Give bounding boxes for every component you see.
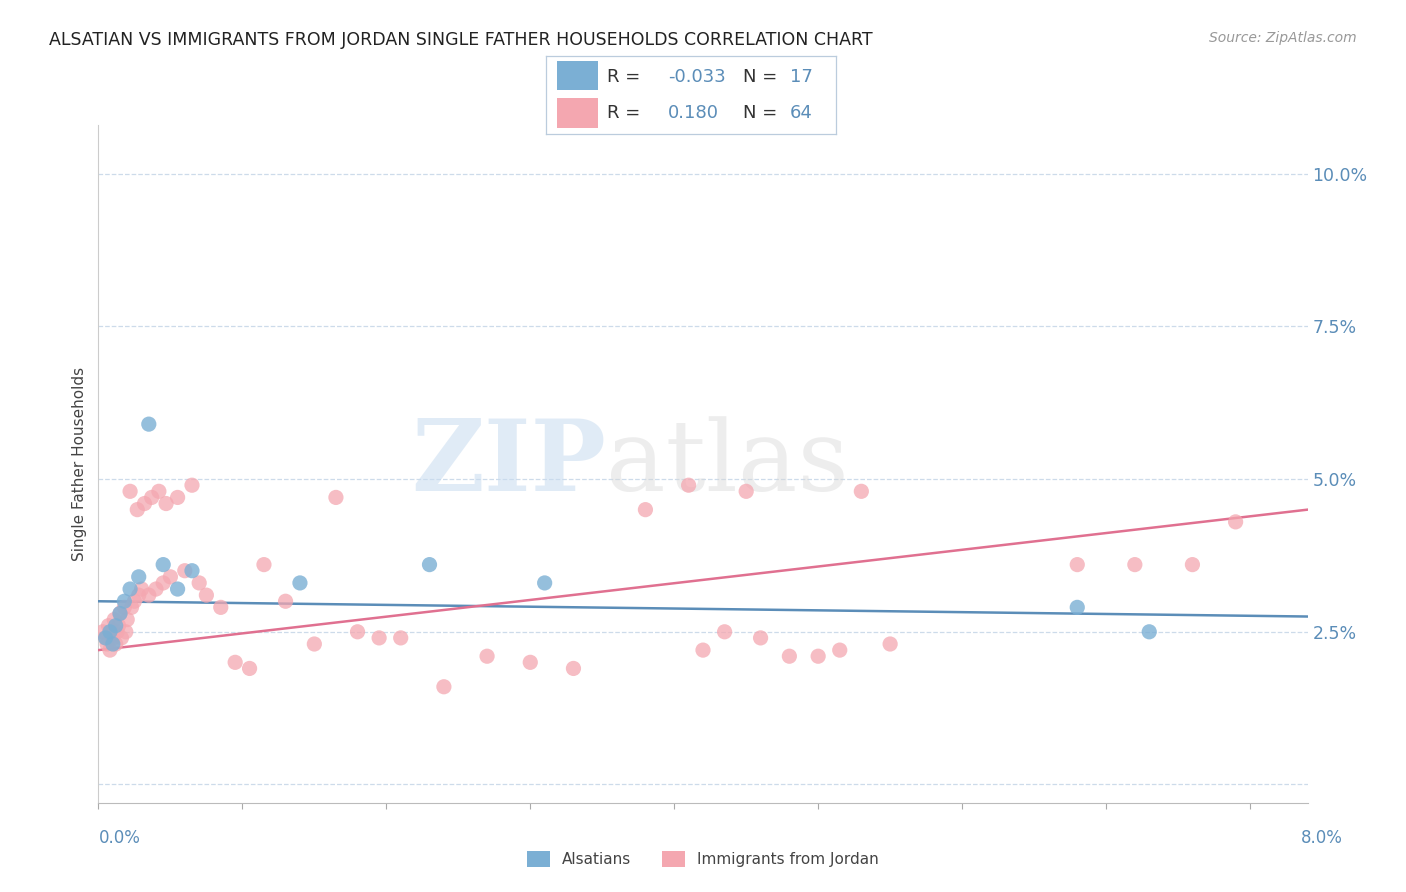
Point: [239, 661, 262, 675]
Point: [433, 680, 456, 694]
Point: [828, 643, 851, 657]
Point: [678, 478, 700, 492]
Point: [103, 613, 125, 627]
Point: [121, 600, 143, 615]
Point: [131, 582, 153, 596]
Point: [115, 613, 138, 627]
Point: [97, 618, 120, 632]
Legend: Alsatians, Immigrants from Jordan: Alsatians, Immigrants from Jordan: [522, 845, 884, 873]
Point: [141, 491, 163, 505]
Point: [128, 570, 150, 584]
Point: [1137, 624, 1160, 639]
Point: [713, 624, 735, 639]
Point: [1066, 600, 1088, 615]
Point: [879, 637, 901, 651]
Point: [128, 588, 150, 602]
Point: [253, 558, 276, 572]
Point: [105, 624, 128, 639]
Point: [91, 624, 114, 639]
Point: [304, 637, 326, 651]
Point: [101, 637, 124, 651]
Bar: [557, 61, 598, 90]
Point: [114, 624, 136, 639]
Point: [288, 576, 311, 591]
Point: [94, 631, 117, 645]
Point: [104, 618, 127, 632]
Point: [124, 594, 146, 608]
Point: [519, 656, 541, 670]
Point: [112, 600, 135, 615]
Point: [692, 643, 714, 657]
Point: [533, 576, 555, 591]
Point: [195, 588, 218, 602]
Point: [107, 618, 129, 632]
Point: [120, 582, 142, 596]
Text: 8.0%: 8.0%: [1301, 829, 1343, 847]
Point: [138, 588, 160, 602]
Point: [100, 624, 122, 639]
Point: [1066, 558, 1088, 572]
Point: [98, 624, 121, 639]
Point: [134, 497, 156, 511]
Point: [138, 417, 160, 431]
Text: 17: 17: [790, 68, 813, 86]
Point: [145, 582, 167, 596]
Text: atlas: atlas: [606, 416, 849, 512]
Point: [148, 484, 170, 499]
Point: [389, 631, 412, 645]
Text: ZIP: ZIP: [412, 416, 606, 512]
Point: [1181, 558, 1204, 572]
Point: [98, 643, 121, 657]
Point: [101, 631, 124, 645]
Text: -0.033: -0.033: [668, 68, 725, 86]
Point: [851, 484, 873, 499]
Text: ALSATIAN VS IMMIGRANTS FROM JORDAN SINGLE FATHER HOUSEHOLDS CORRELATION CHART: ALSATIAN VS IMMIGRANTS FROM JORDAN SINGL…: [49, 31, 873, 49]
Text: Source: ZipAtlas.com: Source: ZipAtlas.com: [1209, 31, 1357, 45]
Point: [155, 497, 177, 511]
Point: [368, 631, 391, 645]
Point: [562, 661, 585, 675]
Point: [274, 594, 297, 608]
Point: [181, 478, 204, 492]
Bar: [557, 98, 598, 128]
Point: [1225, 515, 1247, 529]
Point: [159, 570, 181, 584]
Point: [778, 649, 800, 664]
Text: N =: N =: [744, 68, 783, 86]
Point: [112, 594, 135, 608]
Text: 0.180: 0.180: [668, 103, 718, 121]
Point: [807, 649, 830, 664]
Point: [735, 484, 758, 499]
Point: [181, 564, 204, 578]
Point: [166, 491, 188, 505]
Point: [188, 576, 211, 591]
Point: [475, 649, 498, 664]
Point: [94, 631, 117, 645]
Point: [110, 631, 132, 645]
Point: [108, 607, 131, 621]
Point: [127, 502, 149, 516]
Point: [749, 631, 772, 645]
Text: N =: N =: [744, 103, 783, 121]
Text: R =: R =: [607, 68, 645, 86]
Point: [346, 624, 368, 639]
Point: [1123, 558, 1146, 572]
Point: [108, 607, 131, 621]
Point: [104, 637, 127, 651]
Point: [166, 582, 188, 596]
Text: R =: R =: [607, 103, 645, 121]
Point: [96, 637, 118, 651]
Y-axis label: Single Father Households: Single Father Households: [72, 367, 87, 561]
Text: 0.0%: 0.0%: [98, 829, 141, 847]
Point: [224, 656, 246, 670]
Point: [152, 576, 174, 591]
Point: [418, 558, 440, 572]
Point: [209, 600, 232, 615]
Text: 64: 64: [790, 103, 813, 121]
Point: [152, 558, 174, 572]
Point: [173, 564, 195, 578]
Point: [325, 491, 347, 505]
Point: [634, 502, 657, 516]
Point: [120, 484, 142, 499]
